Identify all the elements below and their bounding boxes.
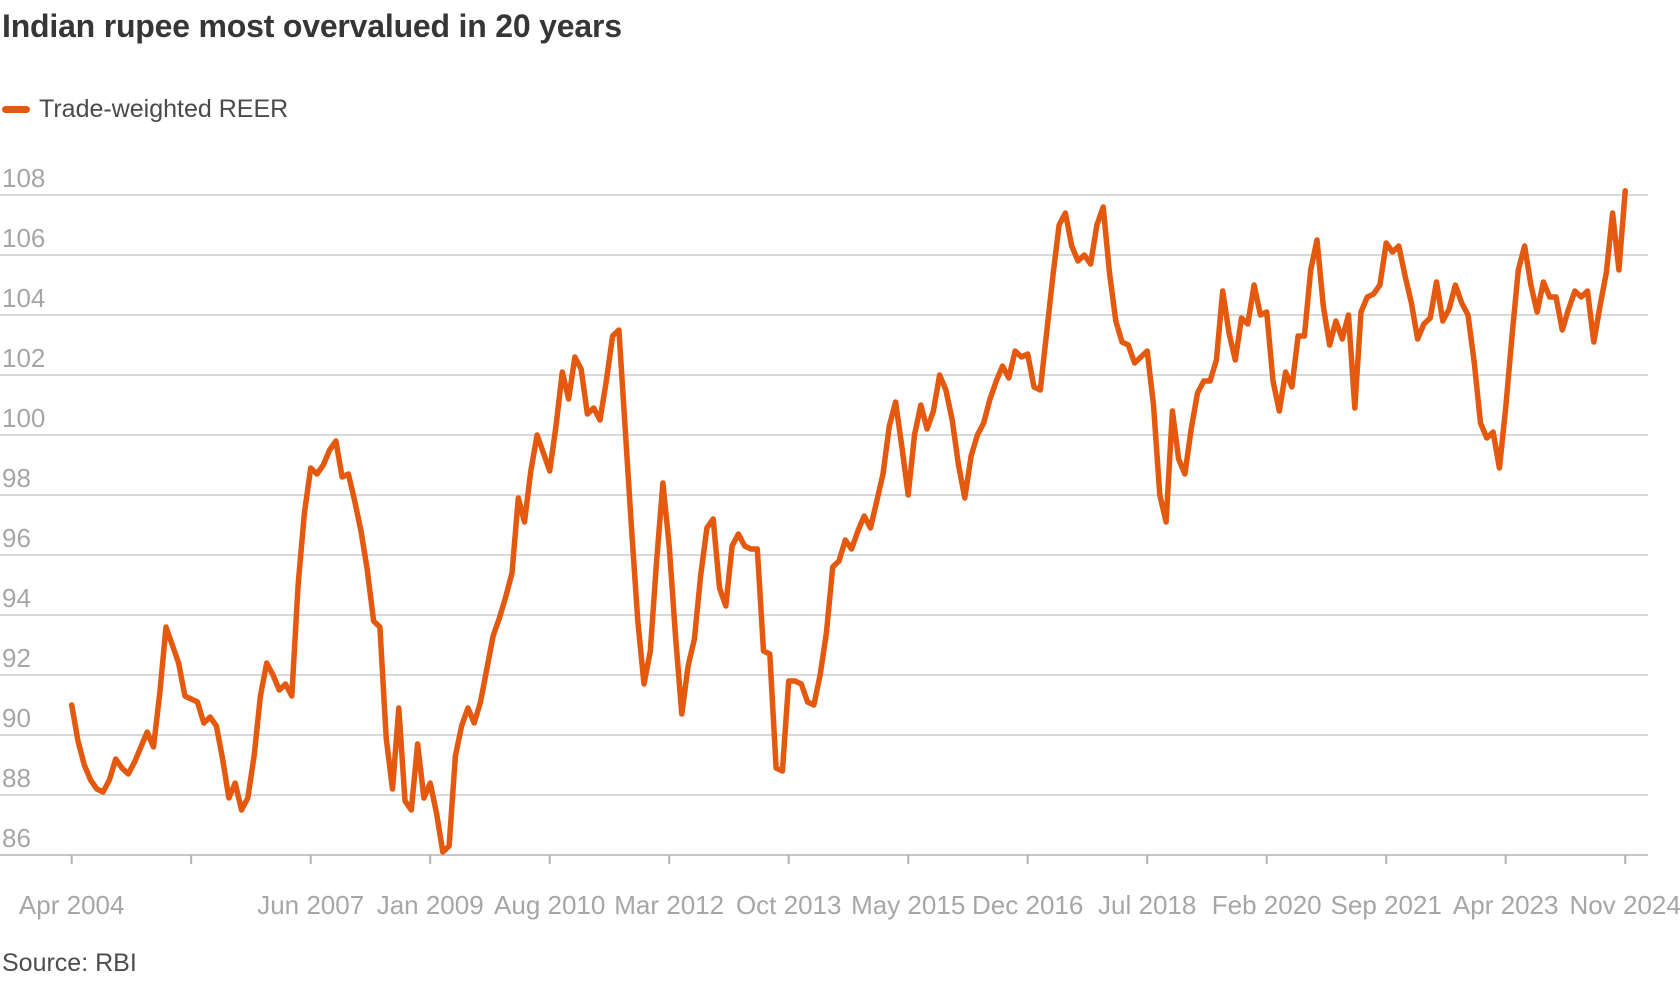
y-axis-label-90: 90 (2, 703, 31, 733)
y-axis-label-106: 106 (2, 223, 45, 253)
x-axis-label: Dec 2016 (972, 890, 1083, 920)
reer-line (68, 188, 1628, 855)
source-note: Source: RBI (2, 949, 137, 977)
x-axis-label: Apr 2004 (19, 890, 125, 920)
x-axis-label: Nov 2024 (1570, 890, 1680, 920)
x-axis-label: Jul 2018 (1098, 890, 1196, 920)
legend-label: Trade-weighted REER (39, 94, 289, 123)
x-axis-label: Jan 2009 (377, 890, 484, 920)
chart-title: Indian rupee most overvalued in 20 years (2, 8, 622, 44)
y-axis-label-104: 104 (2, 283, 45, 313)
x-axis-label: Mar 2012 (614, 890, 724, 920)
x-axis-label: Feb 2020 (1212, 890, 1322, 920)
x-axis-label: May 2015 (851, 890, 965, 920)
y-axis-label-98: 98 (2, 463, 31, 493)
y-axis-label-88: 88 (2, 763, 31, 793)
y-axis-label-92: 92 (2, 643, 31, 673)
x-axis-label: Jun 2007 (257, 890, 364, 920)
x-axis-label: Apr 2023 (1453, 890, 1559, 920)
y-axis-label-100: 100 (2, 403, 45, 433)
y-axis-label-94: 94 (2, 583, 31, 613)
y-axis-label-108: 108 (2, 163, 45, 193)
legend: Trade-weighted REER (2, 92, 288, 126)
x-axis-label: Aug 2010 (494, 890, 605, 920)
x-axis-label: Sep 2021 (1331, 890, 1442, 920)
y-axis-label-102: 102 (2, 343, 45, 373)
legend-line-swatch (2, 105, 30, 113)
y-axis-label-96: 96 (2, 523, 31, 553)
x-axis-label: Oct 2013 (736, 890, 842, 920)
y-axis-label-86: 86 (2, 823, 31, 853)
